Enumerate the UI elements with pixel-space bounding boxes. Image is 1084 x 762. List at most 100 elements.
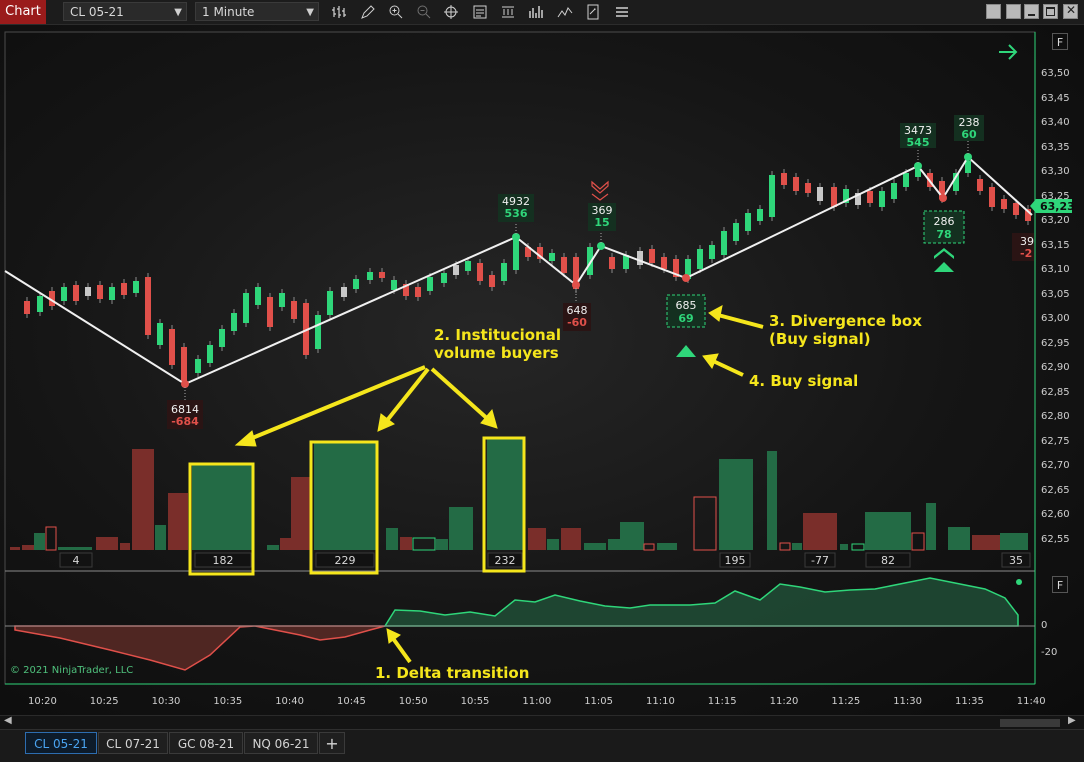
candle-body xyxy=(733,223,739,241)
tab-nq-06-21[interactable]: NQ 06-21 xyxy=(244,732,318,754)
candle-body xyxy=(649,249,655,263)
scroll-left-icon[interactable]: ◀ xyxy=(4,715,12,726)
crosshair-icon[interactable] xyxy=(443,4,459,20)
window-button-1[interactable] xyxy=(986,4,1001,19)
toolbar: Chart CL 05-21 ▼ 1 Minute ▼ ✕ xyxy=(0,0,1084,25)
volume-bar xyxy=(851,543,865,551)
volume-bar xyxy=(584,543,606,550)
drawing-tools-icon[interactable] xyxy=(557,4,573,20)
chart-area[interactable]: 6814 -684 4932 536 648 -60 369 15 685 69… xyxy=(0,25,1084,715)
volume-label: 35 xyxy=(1009,554,1023,567)
candle-body xyxy=(477,263,483,281)
chevron-down-icon: ▼ xyxy=(306,7,314,18)
scroll-right-icon[interactable]: ▶ xyxy=(1068,715,1076,726)
zoom-in-icon[interactable] xyxy=(388,4,404,20)
tab-gc-08-21[interactable]: GC 08-21 xyxy=(169,732,243,754)
tab-cl-07-21[interactable]: CL 07-21 xyxy=(98,732,168,754)
candle-body xyxy=(989,187,995,207)
zigzag-points xyxy=(181,153,972,388)
divergence-box xyxy=(666,294,706,328)
candle-body xyxy=(157,323,163,345)
scroll-thumb[interactable] xyxy=(1000,719,1060,727)
instrument-value: CL 05-21 xyxy=(70,5,124,19)
data-box-icon[interactable] xyxy=(472,4,488,20)
candle-body xyxy=(879,191,885,207)
zoom-out-icon[interactable] xyxy=(416,4,432,20)
volume-bar xyxy=(792,543,802,550)
draw-pencil-icon[interactable] xyxy=(360,4,376,20)
volume-label-box xyxy=(865,552,911,568)
price-axis-label: 62,60 xyxy=(1041,509,1070,520)
swing-label-box xyxy=(954,115,984,141)
window-button-2[interactable] xyxy=(1006,4,1021,19)
volume-layer xyxy=(10,439,1028,551)
annotation-buy-signal: 4. Buy signal xyxy=(749,372,859,390)
candle-body xyxy=(537,247,543,259)
annotation-arrows xyxy=(234,305,764,664)
candle-body xyxy=(623,255,629,269)
volume-bar xyxy=(547,539,559,550)
candle-body xyxy=(181,347,187,382)
volume-bar xyxy=(96,537,118,550)
minimize-button[interactable] xyxy=(1024,4,1039,19)
volume-label: -77 xyxy=(811,554,829,567)
volume-bar xyxy=(693,496,717,551)
tab-cl-05-21[interactable]: CL 05-21 xyxy=(25,732,97,754)
horizontal-scrollbar[interactable]: ◀ ▶ xyxy=(0,715,1084,730)
volume-bar xyxy=(22,545,34,550)
strategies-icon[interactable] xyxy=(528,4,544,20)
panel-f-button[interactable]: F xyxy=(1052,33,1068,50)
swing-point xyxy=(939,194,947,202)
add-tab-button[interactable]: + xyxy=(319,732,345,754)
price-chart[interactable]: 6814 -684 4932 536 648 -60 369 15 685 69… xyxy=(0,25,1084,715)
price-axis-label: 62,95 xyxy=(1041,337,1070,349)
price-axis-label: 63,15 xyxy=(1041,239,1070,251)
volume-bar xyxy=(120,543,130,550)
candle-body xyxy=(353,279,359,289)
swing-volume: 6814 xyxy=(171,403,199,416)
volume-bar xyxy=(45,526,57,551)
properties-icon[interactable] xyxy=(585,4,601,20)
swing-point xyxy=(181,380,189,388)
volume-bar xyxy=(280,538,292,550)
annotation-institutional-line2: volume buyers xyxy=(434,344,559,362)
volume-label-box xyxy=(315,552,375,568)
candle-body xyxy=(915,167,921,177)
swing-volume: 4932 xyxy=(502,195,530,208)
volume-label: 182 xyxy=(213,554,234,567)
arrow-right-icon[interactable] xyxy=(999,44,1018,60)
time-axis-label: 10:35 xyxy=(213,696,243,707)
bars-type-icon[interactable] xyxy=(331,4,347,20)
instrument-selector[interactable]: CL 05-21 ▼ xyxy=(63,2,187,21)
volume-label-box xyxy=(804,552,836,568)
candle-body xyxy=(757,209,763,221)
candle-body xyxy=(243,293,249,323)
volume-bar xyxy=(155,525,166,550)
swing-delta: -2 xyxy=(1020,247,1032,260)
volume-bar xyxy=(314,443,376,550)
candle-body xyxy=(121,283,127,295)
divergence-box xyxy=(923,210,965,244)
swing-delta: 78 xyxy=(936,228,951,241)
swing-point xyxy=(682,274,690,282)
time-axis-label: 11:10 xyxy=(646,696,675,707)
templates-icon[interactable] xyxy=(614,4,630,20)
delta-panel-f-button[interactable]: F xyxy=(1052,576,1068,593)
price-axis-label: 63,45 xyxy=(1041,92,1070,104)
candle-body xyxy=(195,359,201,373)
volume-bar xyxy=(561,528,581,550)
maximize-button[interactable] xyxy=(1043,4,1058,19)
candle-body xyxy=(501,263,507,281)
swing-delta: 536 xyxy=(505,207,528,220)
time-axis-label: 10:30 xyxy=(151,696,181,707)
time-axis-label: 11:40 xyxy=(1016,696,1046,707)
candle-body xyxy=(145,277,151,335)
candle-body xyxy=(1025,209,1031,221)
interval-selector[interactable]: 1 Minute ▼ xyxy=(195,2,319,21)
volume-bar xyxy=(620,522,644,550)
close-button[interactable]: ✕ xyxy=(1063,3,1078,19)
price-axis-label: 63,25 xyxy=(1041,190,1070,202)
volume-label: 229 xyxy=(335,554,356,567)
indicators-icon[interactable] xyxy=(500,4,516,20)
candle-body xyxy=(817,187,823,201)
